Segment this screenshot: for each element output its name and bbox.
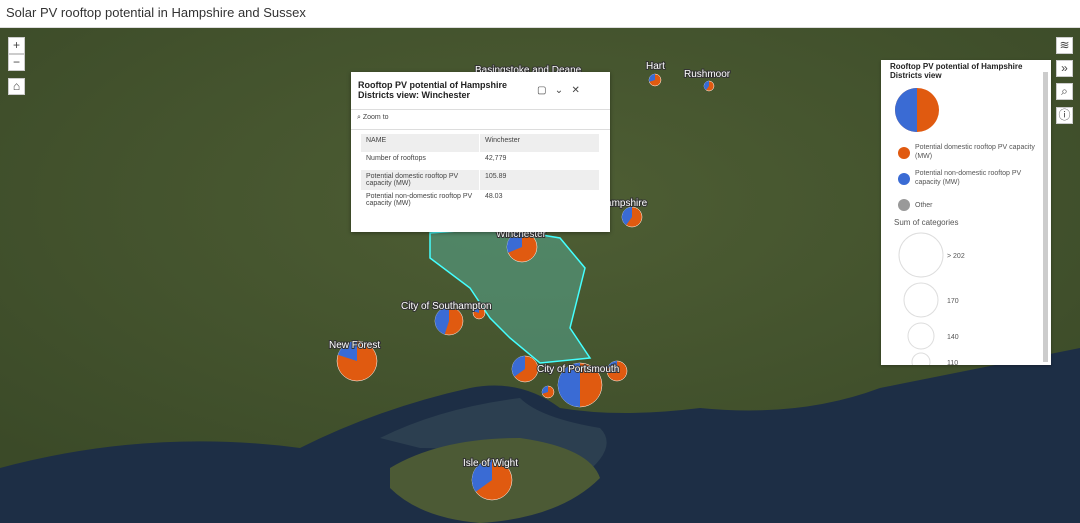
legend-label: Other (915, 202, 933, 209)
row: Potential domestic rooftop PV capacity (… (361, 170, 601, 190)
legend-size-circle (898, 232, 944, 278)
popup-title: Rooftop PV potential of Hampshire Distri… (358, 80, 508, 100)
legend-size-label: > 202 (947, 253, 965, 260)
cell-field: NAME (361, 134, 480, 152)
legend-label: Potential non-domestic rooftop PV capaci… (915, 170, 1022, 186)
pie-slice (541, 386, 548, 394)
legend-size-label: 170 (947, 298, 959, 305)
map-label: City of Portsmouth (537, 364, 619, 375)
row: NAME Winchester (361, 134, 601, 152)
cell-value: 42,779 (479, 152, 601, 170)
legend-swatch (898, 173, 910, 185)
popup-table: NAME Winchester Number of rooftops 42,779 Po… (361, 134, 601, 210)
title-bar: Solar PV rooftop potential in Hampshire … (0, 0, 1080, 28)
pie-slice (337, 341, 357, 361)
legend: Rooftop PV potential of Hampshire Distri… (881, 60, 1051, 365)
map-label: New Forest (329, 340, 380, 351)
pie-slice (558, 363, 580, 407)
map-label: Hart (646, 61, 665, 72)
legend-size-title: Sum of categories (894, 218, 958, 227)
zoom-to-text[interactable]: Zoom to (362, 114, 389, 121)
zoom-to[interactable]: ⌕ Zoom to (357, 114, 389, 121)
pie-slice (512, 356, 525, 377)
legend-size-circle (903, 282, 939, 318)
pie-slice (621, 207, 632, 226)
collapse[interactable]: » (1056, 60, 1073, 77)
cell-value: Winchester (479, 134, 601, 152)
cell-field: Potential non-domestic rooftop PV capaci… (361, 190, 480, 210)
pie-slice (648, 74, 655, 82)
pie-slice (704, 81, 709, 91)
legend-item: Potential non-domestic rooftop PV capaci… (915, 170, 1022, 186)
legend-size-circle (911, 352, 931, 365)
pie-slice (434, 307, 449, 335)
row: Number of rooftops 42,779 (361, 152, 601, 170)
legend-swatch (898, 199, 910, 211)
pie-slice (507, 232, 522, 253)
row: Potential non-domestic rooftop PV capaci… (361, 190, 601, 210)
legend-item: Other (915, 202, 933, 209)
map-label: Isle of Wight (463, 458, 518, 469)
legend-title: Rooftop PV potential of Hampshire Distri… (890, 62, 1023, 80)
app-title: Solar PV rooftop potential in Hampshire … (6, 5, 306, 20)
cell-field: Number of rooftops (361, 152, 480, 170)
legend-graphics: Potential domestic rooftop PV capacity (… (894, 88, 1035, 365)
legend-size-circle (907, 322, 935, 350)
map-label: Rushmoor (684, 69, 731, 80)
legend-swatch (898, 147, 910, 159)
popup: Rooftop PV potential of Hampshire Distri… (351, 72, 610, 232)
info[interactable]: ⓘ (1056, 107, 1073, 124)
winchester-highlight (429, 227, 592, 364)
legend-item: Potential domestic rooftop PV capacity (… (915, 144, 1035, 160)
legend-size-label: 140 (947, 334, 959, 341)
layers[interactable]: ≋ (1056, 37, 1073, 54)
search[interactable]: ⌕ (1056, 83, 1073, 100)
cell-value: 105.89 (479, 170, 601, 190)
popup-controls[interactable]: ▢ ⌄ ✕ (537, 85, 580, 96)
legend-pie-slice (895, 88, 917, 132)
pie-slice (472, 460, 492, 492)
legend-size-label: 110 (947, 360, 958, 365)
pie-slice (607, 361, 617, 371)
map-label: City of Southampton (401, 301, 492, 312)
zoom-out[interactable]: − (8, 54, 25, 71)
cell-value: 48.03 (479, 190, 601, 210)
pie-slice (473, 307, 479, 313)
zoom-in[interactable]: + (8, 37, 25, 54)
home[interactable]: ⌂ (8, 78, 25, 95)
legend-label: Potential domestic rooftop PV capacity (… (915, 144, 1035, 160)
cell-field: Potential domestic rooftop PV capacity (… (361, 170, 480, 190)
